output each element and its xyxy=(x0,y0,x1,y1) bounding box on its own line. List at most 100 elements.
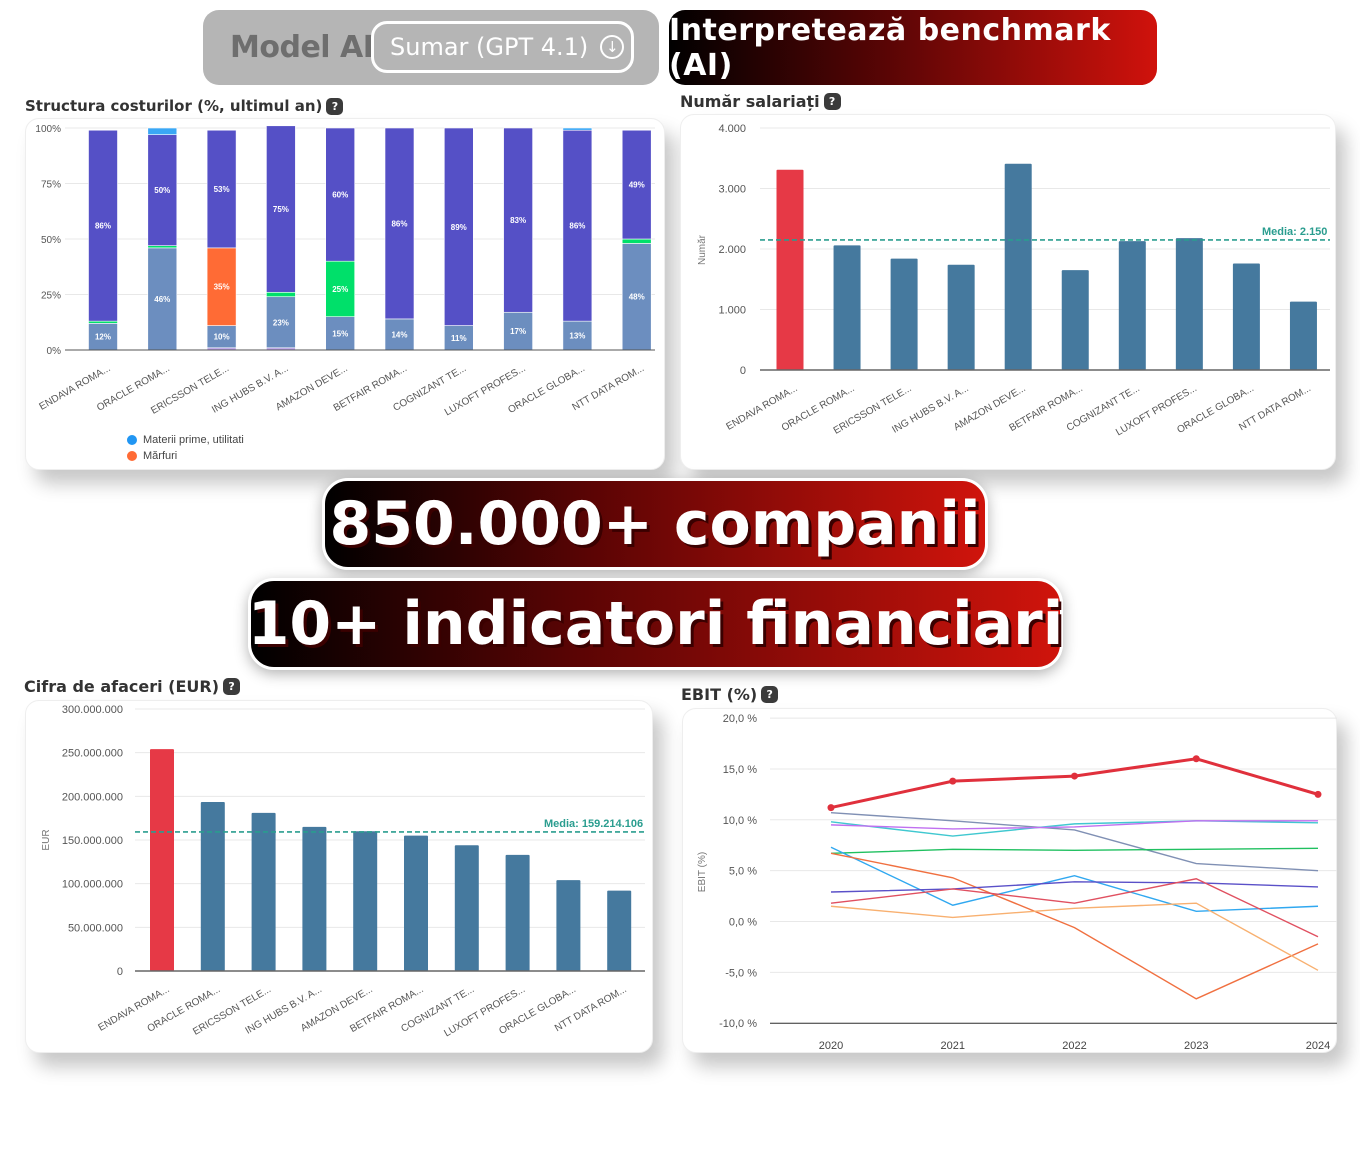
data-label: 23% xyxy=(273,318,289,327)
y-tick-label: 75% xyxy=(41,180,61,191)
legend-label: Mărfuri xyxy=(143,450,178,462)
turnover-card xyxy=(25,700,653,1053)
bar xyxy=(302,826,327,971)
stacked-bar-segment xyxy=(621,129,652,240)
stacked-bar-segment xyxy=(562,127,593,131)
cost-structure-legend: Materii prime, utilitati Mărfuri xyxy=(127,432,244,464)
y-tick-label: 3.000 xyxy=(718,184,746,196)
x-tick-label: 2023 xyxy=(1184,1040,1208,1052)
stacked-bar-segment xyxy=(621,243,652,351)
bar xyxy=(353,831,378,971)
series-line xyxy=(830,852,1319,1000)
chart-title: Număr salariați xyxy=(680,92,820,111)
y-tick-label: -5,0 % xyxy=(725,967,757,979)
help-icon[interactable]: ? xyxy=(326,97,344,115)
stacked-bar-segment xyxy=(325,127,356,262)
bar xyxy=(607,890,632,971)
help-icon[interactable]: ? xyxy=(223,678,241,695)
data-label: 17% xyxy=(510,327,526,336)
y-tick-label: 2.000 xyxy=(718,244,746,256)
ebit-title: EBIT (%)? xyxy=(681,685,779,704)
employees-title: Număr salariați? xyxy=(680,92,841,111)
bar xyxy=(454,845,479,971)
model-selector-group: Model AI Sumar (GPT 4.1) ↓ xyxy=(203,10,659,85)
y-axis-title: EBIT (%) xyxy=(697,852,708,892)
stacked-bar-segment xyxy=(503,127,533,313)
stacked-bar-segment xyxy=(88,129,118,322)
y-tick-label: 15,0 % xyxy=(723,764,757,776)
y-tick-label: 20,0 % xyxy=(723,713,757,725)
y-tick-label: 50% xyxy=(41,235,61,246)
model-select[interactable]: Sumar (GPT 4.1) ↓ xyxy=(371,21,634,73)
series-line xyxy=(830,820,1318,830)
stacked-bar-segment xyxy=(266,291,296,298)
indicators-banner: 10+ indicatori financiari xyxy=(248,578,1063,670)
y-tick-label: 200.000.000 xyxy=(62,791,123,803)
stacked-bar-segment xyxy=(621,238,652,244)
y-axis-title: Număr xyxy=(697,234,708,265)
x-tick-label: 2020 xyxy=(819,1040,843,1052)
data-label: 49% xyxy=(629,181,645,190)
y-tick-label: 4.000 xyxy=(718,123,746,135)
data-label: 35% xyxy=(214,283,230,292)
y-tick-label: 150.000.000 xyxy=(62,835,123,847)
bar xyxy=(776,169,804,370)
series-line xyxy=(830,881,1319,893)
series-line xyxy=(830,902,1319,971)
bar xyxy=(150,749,174,971)
model-label: Model AI xyxy=(230,30,374,65)
x-tick-label: 2022 xyxy=(1062,1040,1086,1052)
stacked-bar-segment xyxy=(562,129,593,322)
help-icon[interactable]: ? xyxy=(823,93,841,110)
y-tick-label: 0 xyxy=(740,365,746,377)
data-point xyxy=(1314,790,1322,798)
data-label: 46% xyxy=(154,295,170,304)
y-tick-label: 50.000.000 xyxy=(68,922,123,934)
model-select-value: Sumar (GPT 4.1) xyxy=(390,33,589,61)
bar xyxy=(1004,163,1032,370)
series-line xyxy=(830,846,1319,913)
data-label: 86% xyxy=(569,222,585,231)
y-tick-label: 10,0 % xyxy=(723,815,757,827)
data-label: 86% xyxy=(391,219,407,228)
legend-label: Materii prime, utilitati xyxy=(143,434,244,446)
stacked-bar-segment xyxy=(147,134,178,246)
data-label: 75% xyxy=(273,205,289,214)
bar xyxy=(890,258,918,370)
bar xyxy=(1232,263,1260,370)
y-tick-label: 250.000.000 xyxy=(62,748,123,760)
stacked-bar-segment xyxy=(562,320,593,351)
data-label: 10% xyxy=(214,333,230,342)
stacked-bar-segment xyxy=(443,325,474,351)
y-axis-title: EUR xyxy=(41,829,52,850)
data-label: 12% xyxy=(95,333,111,342)
bar xyxy=(1118,241,1146,370)
chart-title: EBIT (%) xyxy=(681,685,758,704)
stacked-bar-segment xyxy=(88,320,118,324)
bar xyxy=(556,880,581,971)
y-tick-label: 0,0 % xyxy=(729,917,757,929)
data-label: 14% xyxy=(391,330,407,339)
x-tick-label: 2021 xyxy=(941,1040,965,1052)
stacked-bar-segment xyxy=(147,245,178,249)
data-label: 13% xyxy=(569,332,585,341)
stacked-bar-segment xyxy=(206,129,237,249)
stacked-bar-segment xyxy=(443,127,474,326)
data-point xyxy=(1192,755,1200,763)
data-label: 11% xyxy=(451,334,467,343)
series-line xyxy=(830,820,1319,837)
data-point xyxy=(827,804,835,812)
y-tick-label: -10,0 % xyxy=(719,1018,757,1030)
y-tick-label: 100% xyxy=(35,124,61,135)
bar xyxy=(833,245,861,370)
help-icon[interactable]: ? xyxy=(761,686,779,703)
bar xyxy=(1061,270,1089,370)
legend-item[interactable]: Materii prime, utilitati xyxy=(127,432,244,448)
legend-swatch xyxy=(127,451,137,461)
legend-item[interactable]: Mărfuri xyxy=(127,448,244,464)
stacked-bar-segment xyxy=(266,296,296,349)
y-tick-label: 25% xyxy=(41,291,61,302)
x-tick-label: 2024 xyxy=(1306,1040,1330,1052)
interpret-benchmark-button[interactable]: Interpretează benchmark (AI) xyxy=(669,10,1157,85)
stacked-bar-segment xyxy=(266,125,296,293)
